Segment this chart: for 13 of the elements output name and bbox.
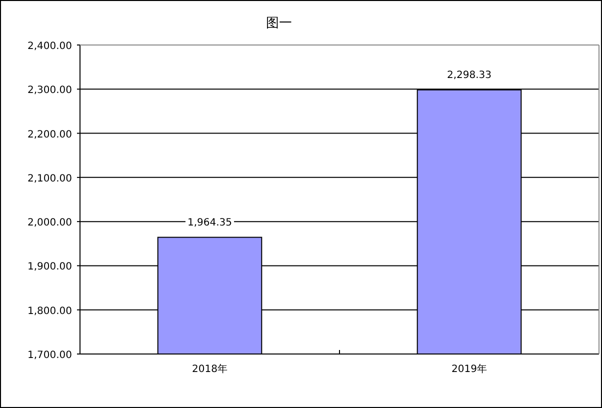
- x-tick-label: 2018年: [192, 363, 228, 375]
- data-label: 2,298.33: [446, 70, 492, 81]
- y-tick-label: 2,000.00: [27, 218, 72, 229]
- chart-title: 图一: [266, 16, 292, 31]
- y-tick-label: 1,700.00: [27, 350, 72, 361]
- y-tick-label: 2,300.00: [27, 85, 72, 96]
- data-label: 1,964.35: [187, 217, 232, 228]
- y-tick-label: 2,100.00: [27, 173, 72, 184]
- y-tick-label: 1,800.00: [27, 306, 72, 317]
- x-tick-label: 2019年: [452, 363, 487, 375]
- y-tick-label: 2,200.00: [27, 129, 72, 140]
- y-tick-label: 1,900.00: [27, 262, 72, 273]
- y-tick-label: 2,400.00: [27, 41, 72, 52]
